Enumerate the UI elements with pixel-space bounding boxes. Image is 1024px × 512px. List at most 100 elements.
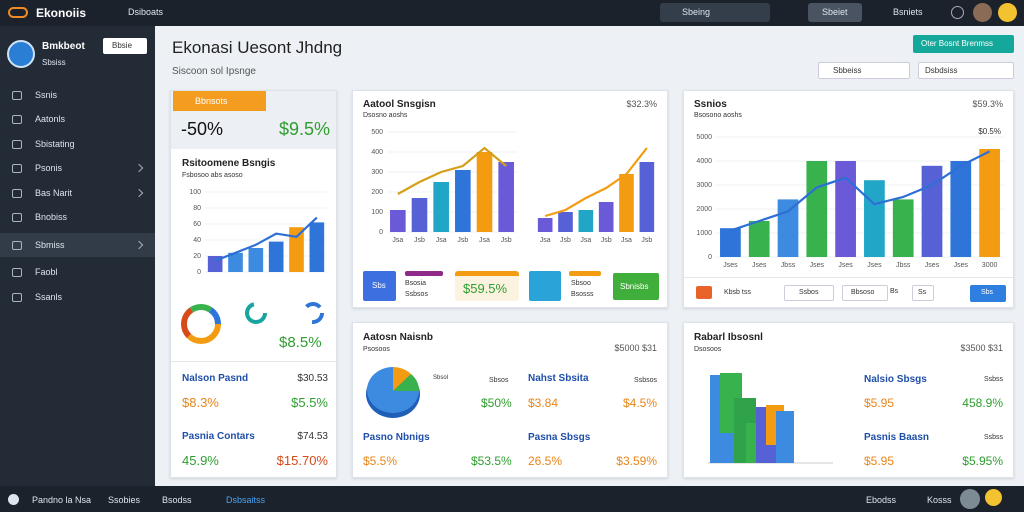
widget-text: Bsosia xyxy=(405,280,427,287)
bar3d-item: Nalsio Sbsgs xyxy=(864,374,927,385)
toolbar-button[interactable]: Sbs xyxy=(970,285,1006,302)
bar xyxy=(411,198,428,232)
panel-value: $5000 $31 xyxy=(614,343,657,353)
donut xyxy=(181,304,221,344)
footer-link[interactable]: Kosss xyxy=(927,495,952,505)
filter-text: Dsbdsiss xyxy=(925,66,958,75)
y-tick-label: 60 xyxy=(193,221,201,228)
menu-item[interactable]: Sbistating xyxy=(35,139,75,149)
bar-chart: 0 100 200 300 400 500 Jsa Jsb Jsa Jsb Jsa Jsb xyxy=(371,129,517,244)
menu-item[interactable]: Faobl xyxy=(35,267,58,277)
divider xyxy=(171,361,336,362)
menu-item[interactable]: Bas Narit xyxy=(35,188,73,198)
x-tick-label: Jsa xyxy=(392,237,403,244)
row-label: Pasnia Contars xyxy=(182,431,255,442)
menu-item[interactable]: Aatonls xyxy=(35,114,66,124)
chart-subtitle: Fsbosoo abs asoso xyxy=(182,172,243,179)
avatar[interactable] xyxy=(960,489,980,509)
toolbar-icon[interactable] xyxy=(696,286,712,299)
menu-item[interactable]: Ssanls xyxy=(35,292,63,302)
filter[interactable]: Dsbdsiss xyxy=(918,62,1014,79)
trend-line xyxy=(214,216,318,262)
analytics-panel: Aatool Snsgisn $32.3% Dsosno aoshs 0 100 2… xyxy=(352,90,668,308)
y-tick-label: 40 xyxy=(193,237,201,244)
pie-item: 26.5% xyxy=(528,454,563,468)
nav-link[interactable]: Dsiboats xyxy=(128,7,164,17)
toolbar-button[interactable]: Bs xyxy=(884,285,906,301)
avatar[interactable] xyxy=(973,3,992,22)
footer-link[interactable]: Ebodss xyxy=(866,495,897,505)
sidebar-button[interactable]: Bbsie xyxy=(103,38,147,54)
bar xyxy=(748,221,770,257)
y-tick-label: 0 xyxy=(197,269,201,276)
menu-item[interactable]: Bnobiss xyxy=(35,212,68,222)
pie xyxy=(366,367,420,418)
donut xyxy=(245,302,267,324)
menu-icon xyxy=(12,241,22,250)
search-text: Sbeing xyxy=(682,7,711,17)
brand: Ekonoiis xyxy=(36,6,87,20)
x-tick-label: Jsb xyxy=(501,237,512,244)
toolbar-select[interactable]: Ssbos xyxy=(784,285,834,301)
panel-title: Aatool Snsgisn xyxy=(363,99,436,110)
bar3d-item: Ssbss xyxy=(983,376,1003,383)
pie-item: Nahst Sbsita xyxy=(528,373,589,384)
sales-panel: Ssnios $59.3% Bsosono aoshs $0.5% 0 1000 2… xyxy=(683,90,1014,308)
avatar[interactable] xyxy=(998,3,1017,22)
x-tick-label: Jsa xyxy=(540,237,551,244)
pie-item: $50% xyxy=(481,396,512,410)
footer-link[interactable]: Bsodss xyxy=(162,495,192,505)
kpi-panel: Bbnsots -50% $9.5% Rsitoomene Bsngis Fsb… xyxy=(170,90,337,478)
menu-item[interactable]: Sbmiss xyxy=(35,240,65,250)
toolbar-button[interactable]: Bbsoso xyxy=(842,285,888,301)
panel-value: $3500 $31 xyxy=(960,343,1003,353)
footer-icon xyxy=(8,494,19,505)
filter[interactable]: Sbbeiss xyxy=(818,62,910,79)
filter-text: Sbbeiss xyxy=(833,66,862,75)
widget-value: $59.5% xyxy=(463,281,508,296)
widget-button[interactable]: Sbnisbs xyxy=(613,273,659,300)
widget-text: Sbnisbs xyxy=(620,282,649,291)
y-tick-label: 3000 xyxy=(696,182,712,189)
footer-link[interactable]: Dsbsaitss xyxy=(226,495,266,505)
action-button[interactable]: Oter Bosnt Brenmss xyxy=(913,35,1014,53)
help-icon[interactable] xyxy=(951,6,964,19)
pie-item: $3.59% xyxy=(616,454,657,468)
bar-chart: 0 1000 2000 3000 4000 5000 Jses Jses Jbss Jses Jse… xyxy=(696,134,1004,269)
pie-slice xyxy=(367,367,419,413)
menu-icon xyxy=(12,164,22,173)
widget-icon[interactable]: Sbs xyxy=(363,271,396,301)
bar xyxy=(289,227,304,272)
emoji[interactable] xyxy=(985,489,1002,506)
search-box[interactable]: Sbeing xyxy=(660,3,770,22)
chevron xyxy=(134,163,144,173)
y-tick-label: 80 xyxy=(193,205,201,212)
y-tick-label: 300 xyxy=(371,169,383,176)
menu-icon xyxy=(12,268,22,277)
x-tick-label: Jses xyxy=(838,262,853,269)
menu-highlight xyxy=(0,233,155,257)
menu-item[interactable]: Ssnis xyxy=(35,90,58,100)
toolbar-text: Bs xyxy=(890,288,899,295)
menu-item[interactable]: Psonis xyxy=(35,163,63,173)
footer-link[interactable]: Pandno la Nsa xyxy=(32,495,92,505)
bar xyxy=(537,218,553,232)
panel-title: Aatosn Naisnb xyxy=(363,332,434,343)
bar3d-panel: Rabarl Ibsosnl $3500 $31 Dsosoos Nalsio … xyxy=(683,322,1014,478)
x-tick-label: 3000 xyxy=(982,262,998,269)
pie-panel: Aatosn Naisnb $5000 $31 Psosoos Sbsol Sb… xyxy=(352,322,668,478)
x-tick-label: Jsb xyxy=(601,237,612,244)
footer-link[interactable]: Ssobies xyxy=(108,495,141,505)
donut-value: $8.5% xyxy=(279,334,322,351)
menu-icon xyxy=(12,213,22,222)
panel-note: $0.5% xyxy=(978,127,1001,136)
toolbar-text: Bbsoso xyxy=(851,289,875,296)
bar xyxy=(892,199,914,257)
toolbar-text: Ss xyxy=(918,289,927,296)
toolbar-button[interactable]: Ss xyxy=(912,285,934,301)
account-link[interactable]: Bsniets xyxy=(893,7,923,17)
menu-icon xyxy=(12,189,22,198)
pie-item: $3.84 xyxy=(528,396,559,410)
widget-icon[interactable] xyxy=(529,271,561,301)
top-button[interactable]: Sbeiet xyxy=(808,3,862,22)
